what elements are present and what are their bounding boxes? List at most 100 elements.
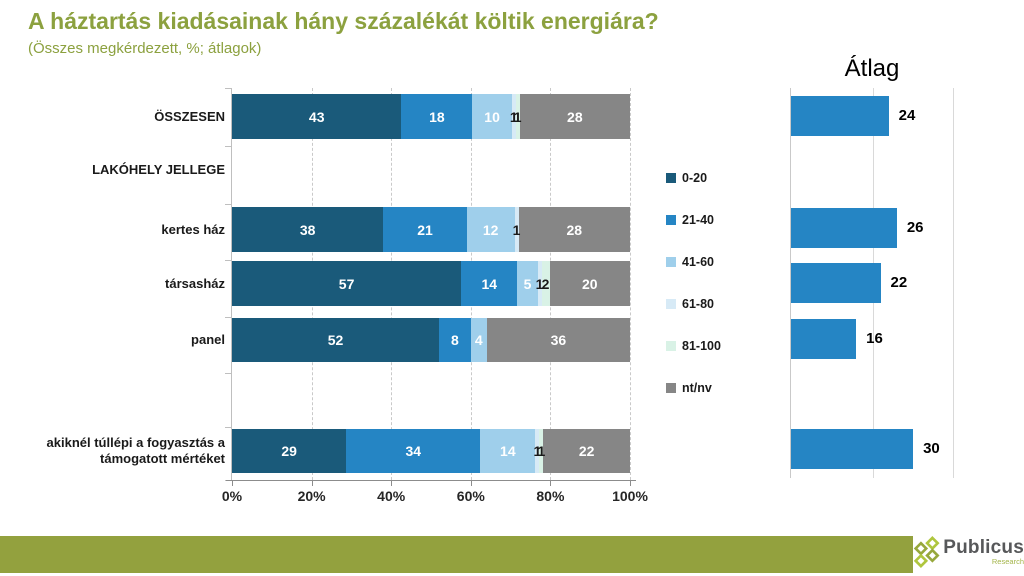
bar-segment-label: 14 — [500, 443, 516, 459]
bar-segment-label: 1 — [535, 275, 544, 292]
x-tick-label: 100% — [612, 488, 648, 504]
average-bar — [791, 263, 881, 303]
bar-segment-label: 1 — [537, 443, 546, 459]
bar-segment: 22 — [543, 429, 630, 473]
average-axis-line — [790, 88, 791, 478]
bar-segment: 28 — [518, 207, 630, 252]
average-bar — [791, 429, 914, 469]
bar-segment: 4 — [470, 318, 487, 362]
bar-segment-label: 8 — [450, 332, 459, 348]
bar-segment: 8 — [438, 318, 471, 362]
average-bar — [791, 96, 889, 136]
bar-segment: 12 — [466, 207, 515, 252]
x-tick-label: 0% — [221, 488, 243, 504]
bar-segment-label: 1 — [509, 108, 518, 125]
y-axis-tick — [225, 146, 231, 147]
bar-segment: 1 — [533, 429, 542, 473]
bar-segment-label: 21 — [417, 221, 433, 238]
bar-segment-label: 1 — [533, 443, 542, 459]
legend-label: 61-80 — [682, 297, 714, 311]
average-value-label: 22 — [890, 274, 908, 291]
legend-item: 41-60 — [666, 255, 714, 269]
legend-item: 0-20 — [666, 171, 708, 185]
bar-segment: 5 — [517, 261, 538, 306]
bar-segment: 18 — [401, 94, 473, 139]
bar-segment: 10 — [472, 94, 512, 139]
bar-segment-label: 20 — [582, 275, 598, 292]
legend-label: nt/nv — [682, 381, 712, 395]
page-subtitle: (Összes megkérdezett, %; átlagok) — [28, 40, 262, 57]
legend-swatch — [666, 215, 676, 225]
bar-segment: 34 — [346, 429, 481, 473]
bar-segment-label: 22 — [578, 443, 595, 459]
legend-label: 81-100 — [682, 339, 721, 353]
bar-segment: 1 — [535, 261, 544, 306]
publicus-logo: Publicus Research — [913, 528, 1024, 576]
bar-segment: 43 — [232, 94, 402, 139]
x-tick-label: 20% — [297, 488, 326, 504]
x-tick-label: 80% — [536, 488, 565, 504]
legend-swatch — [666, 299, 676, 309]
bar-segment: 1 — [512, 207, 521, 252]
bar-segment: 52 — [232, 318, 439, 362]
bar-segment: 2 — [541, 261, 550, 306]
bar-segment: 38 — [232, 207, 384, 252]
legend-label: 0-20 — [682, 171, 708, 185]
bar-segment-label: 38 — [299, 221, 316, 238]
legend-label: 21-40 — [682, 213, 714, 227]
x-tick-label: 40% — [377, 488, 406, 504]
y-axis-tick — [225, 204, 231, 205]
bar-segment: 1 — [537, 429, 546, 473]
bar-segment: 1 — [509, 94, 518, 139]
bar-segment-label: 18 — [429, 108, 445, 125]
bar-segment-label: 28 — [567, 108, 583, 125]
x-axis-tick — [470, 480, 472, 486]
gridline — [630, 88, 631, 480]
legend-swatch — [666, 173, 676, 183]
average-value-label: 16 — [866, 330, 883, 347]
category-label: kertes ház — [161, 221, 225, 237]
legend-label: 41-60 — [682, 255, 714, 269]
y-axis-line — [231, 88, 232, 480]
legend-item: 61-80 — [666, 297, 714, 311]
x-axis-tick — [232, 480, 233, 486]
average-chart-title: Átlag — [844, 55, 900, 82]
bar-segment: 29 — [232, 429, 347, 473]
bar-segment: 36 — [486, 318, 630, 362]
y-axis-tick — [225, 373, 231, 374]
y-axis-tick — [225, 317, 231, 318]
y-axis-tick — [225, 427, 231, 428]
legend-swatch — [666, 257, 676, 267]
bar-segment-label: 28 — [566, 221, 583, 238]
average-value-label: 26 — [906, 219, 924, 236]
legend-swatch — [666, 341, 676, 351]
y-axis-tick — [225, 88, 231, 89]
brand-name: Publicus — [943, 537, 1024, 558]
category-label: akiknél túllépi a fogyasztás a támogatot… — [46, 435, 225, 466]
x-axis-line — [226, 480, 636, 481]
footer-accent-bar — [0, 536, 913, 573]
legend-item: nt/nv — [666, 381, 712, 395]
bar-segment-label: 29 — [281, 443, 297, 459]
brand-text: Publicus Research — [943, 538, 1024, 566]
brand-subtitle: Research — [991, 557, 1024, 566]
bar-segment-label: 12 — [482, 221, 499, 238]
publicus-diamonds-icon — [913, 536, 940, 568]
category-label: társasház — [165, 275, 225, 291]
bar-segment-label: 57 — [338, 275, 355, 292]
bar-segment-label: 10 — [484, 108, 500, 125]
average-gridline — [953, 88, 954, 478]
average-value-label: 24 — [898, 107, 916, 124]
category-label: LAKÓHELY JELLEGE — [92, 162, 225, 177]
average-bar — [791, 208, 897, 248]
bar-segment: 28 — [519, 94, 630, 139]
average-value-label: 30 — [923, 440, 940, 457]
bar-segment: 1 — [514, 94, 522, 139]
category-label: ÖSSZESEN — [154, 108, 225, 124]
bar-segment: 57 — [232, 261, 462, 306]
bar-segment-label: 1 — [512, 221, 521, 238]
bar-segment: 20 — [549, 261, 630, 306]
legend-item: 21-40 — [666, 213, 714, 227]
x-axis-tick — [550, 480, 552, 486]
